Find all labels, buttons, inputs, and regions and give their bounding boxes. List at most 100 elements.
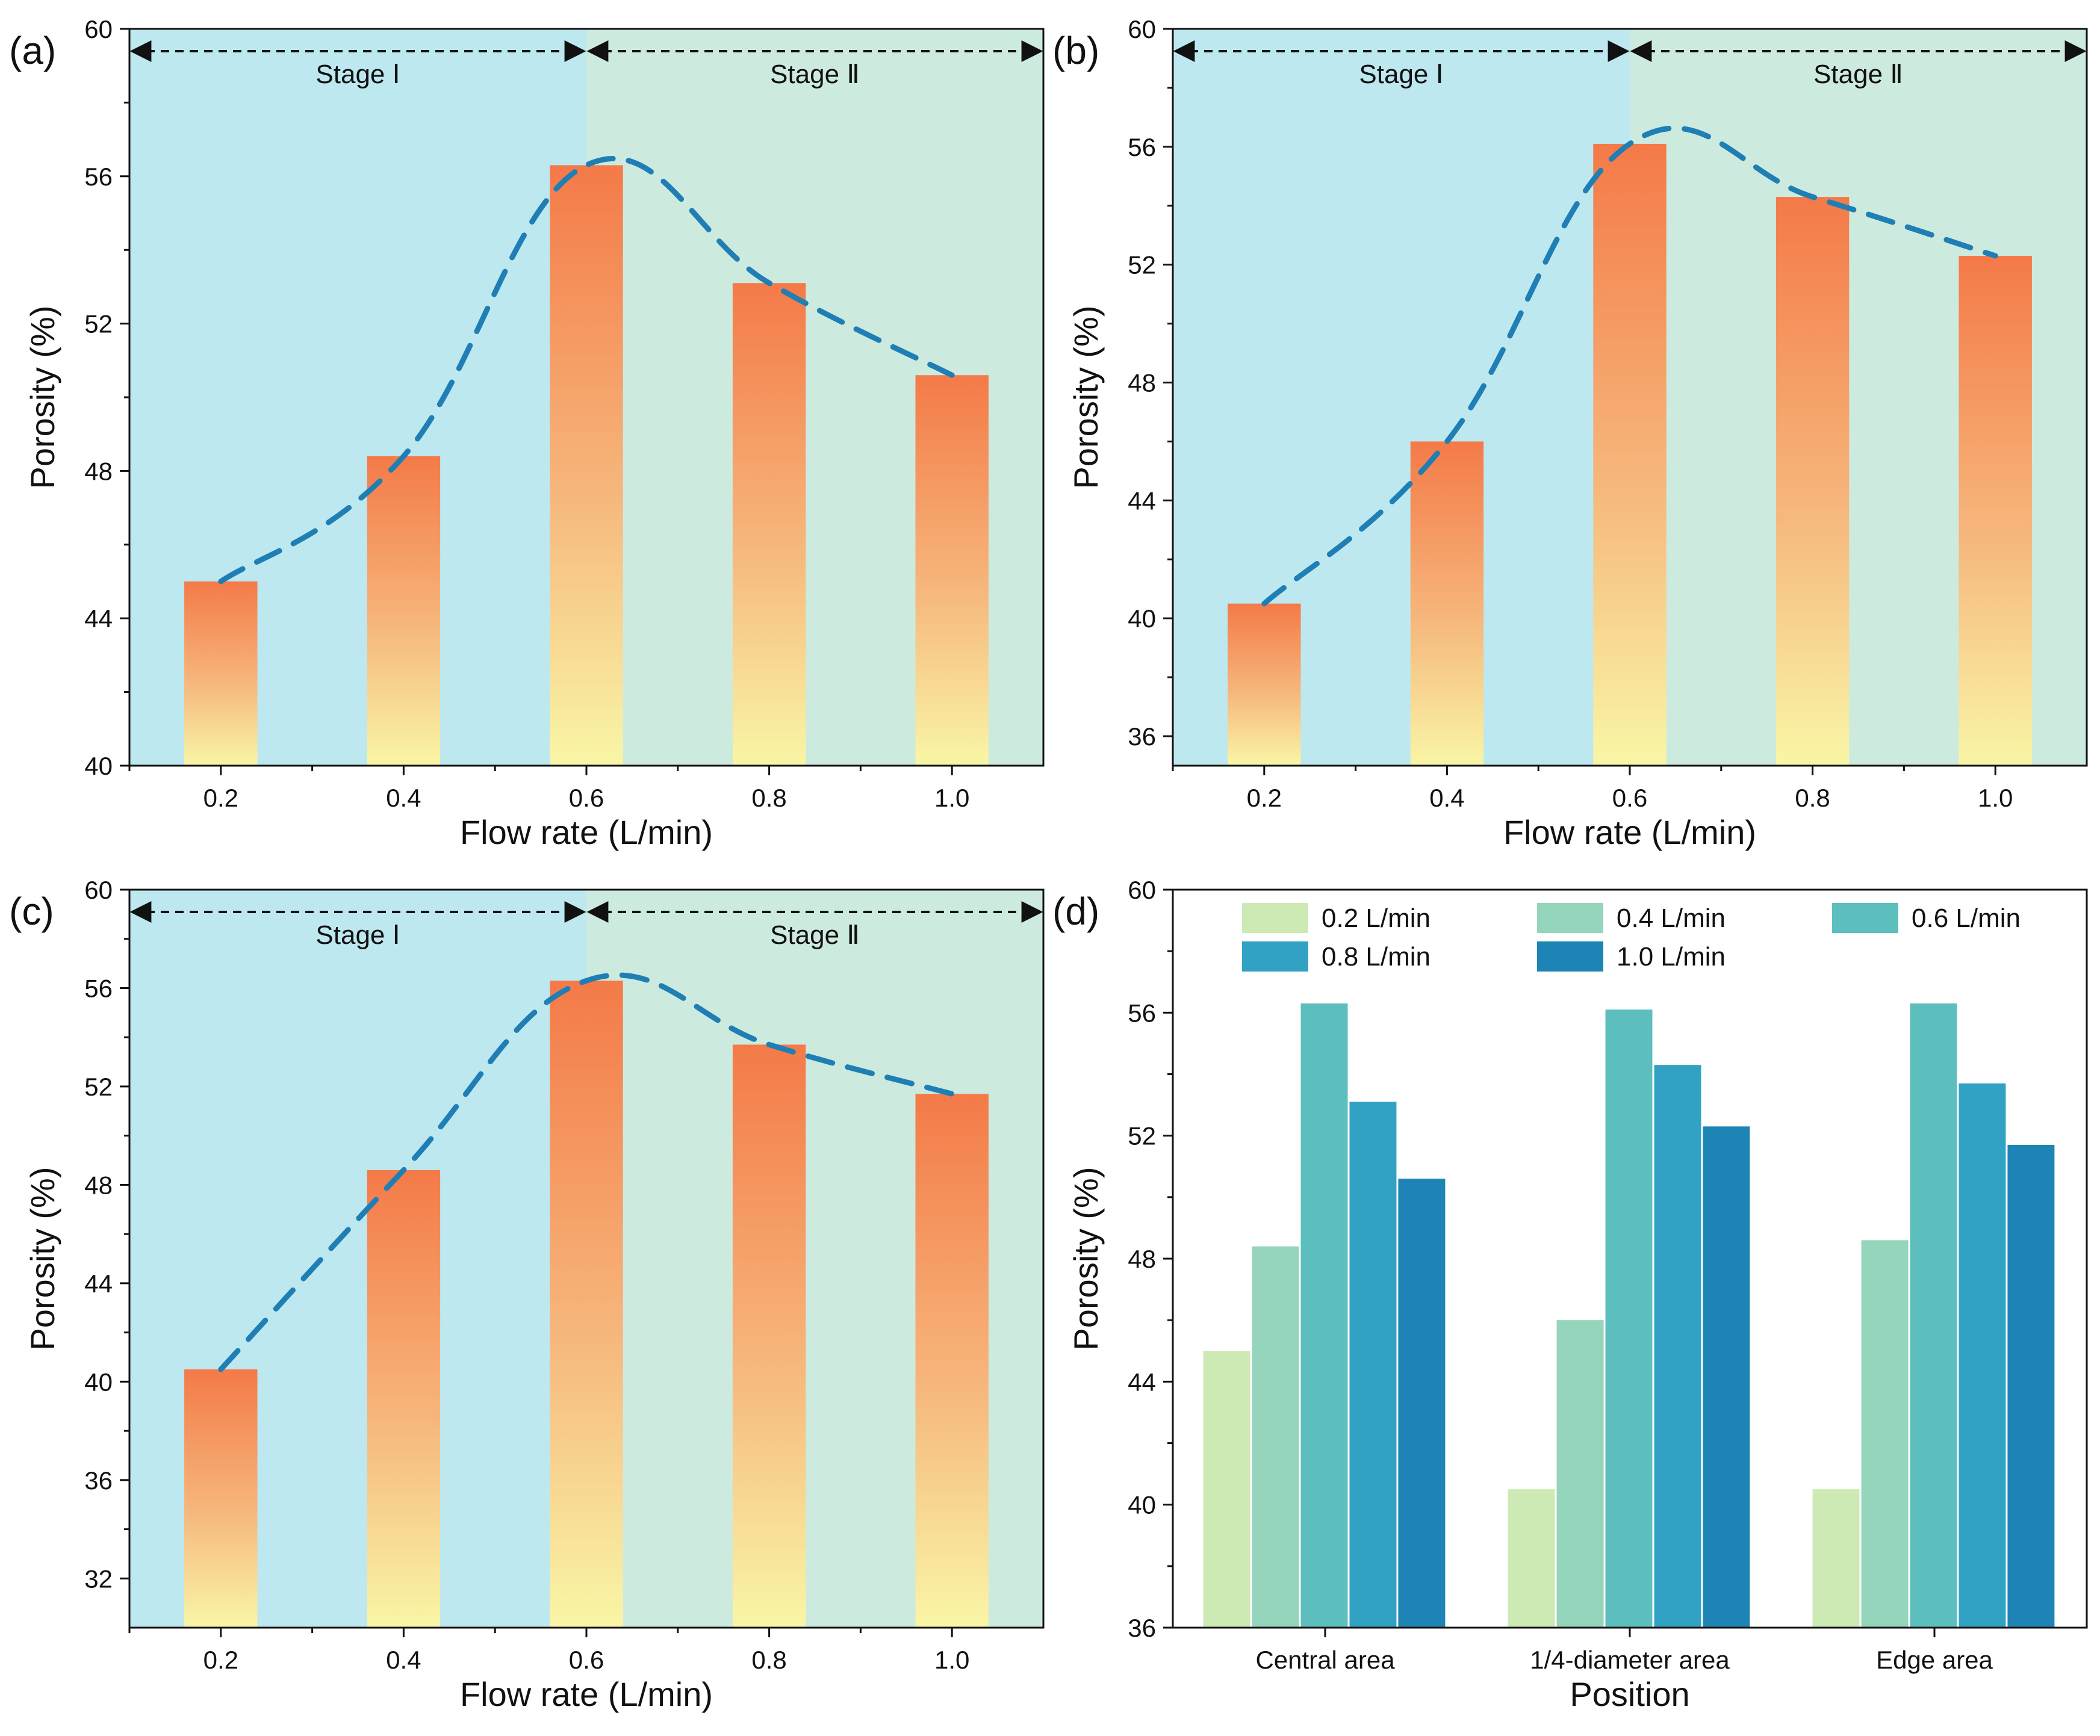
x-axis-title: Flow rate (L/min) — [460, 1675, 713, 1713]
legend-label: 0.4 L/min — [1617, 904, 1726, 933]
legend-swatch-0.2 L/min — [1242, 903, 1308, 933]
bar-Central area-1.0 L/min — [1398, 1179, 1446, 1628]
bar-1.0 — [915, 375, 989, 766]
bar-0.2 — [184, 581, 258, 766]
panel-a: Stage Ⅰ Stage Ⅱ 40 44 48 52 56 60 0.2 0.4 0.6 0.8 1.… — [9, 15, 1045, 851]
x-axis-title: Flow rate (L/min) — [1503, 813, 1756, 851]
x-tick-label: 0.8 — [751, 784, 786, 812]
bar-0.8 — [732, 283, 806, 766]
x-tick-label: Edge area — [1876, 1646, 1993, 1674]
y-axis-title: Porosity (%) — [23, 306, 61, 489]
legend-label: 1.0 L/min — [1617, 942, 1726, 972]
bar-0.6 — [1593, 143, 1667, 766]
panel-b: Stage Ⅰ Stage Ⅱ 36 40 44 48 52 56 60 0.2 0.4 0.6 0.8… — [1052, 15, 2088, 851]
bar-1.0 — [1959, 255, 2032, 766]
x-tick-label: 0.8 — [1795, 784, 1830, 812]
stage-1-label: Stage Ⅰ — [315, 920, 400, 950]
bar-0.6 — [550, 165, 623, 766]
y-tick-label: 48 — [84, 1171, 113, 1199]
stage-2-label: Stage Ⅱ — [770, 920, 860, 950]
trend-line — [218, 972, 955, 1372]
y-tick-label: 36 — [1128, 722, 1156, 751]
stage-2-label: Stage Ⅱ — [770, 60, 860, 89]
y-tick-label: 44 — [1128, 1368, 1156, 1396]
x-tick-label: 1.0 — [934, 784, 969, 812]
x-tick-label: 0.2 — [203, 784, 238, 812]
legend-swatch-0.4 L/min — [1537, 903, 1603, 933]
y-tick-label: 36 — [84, 1466, 113, 1495]
bar-0.2 — [184, 1369, 258, 1628]
bar-1/4-diameter area-0.2 L/min — [1508, 1489, 1555, 1628]
y-axis-title: Porosity (%) — [1067, 306, 1105, 489]
y-tick-label: 60 — [1128, 876, 1156, 904]
bar-1/4-diameter area-0.8 L/min — [1654, 1065, 1701, 1628]
x-tick-label: 0.2 — [1247, 784, 1282, 812]
panel-label: (a) — [9, 29, 56, 72]
y-tick-label: 52 — [1128, 251, 1156, 279]
y-tick-label: 56 — [1128, 133, 1156, 161]
bar-0.4 — [367, 1170, 441, 1628]
panel-label: (c) — [9, 890, 54, 933]
bar-1/4-diameter area-0.4 L/min — [1556, 1320, 1604, 1628]
bar-0.4 — [367, 456, 441, 766]
x-tick-label: 0.4 — [1429, 784, 1464, 812]
y-tick-label: 48 — [84, 457, 113, 485]
panel-d: Central area 1/4-diameter area Edge area 36… — [1052, 876, 2088, 1713]
y-tick-label: 48 — [1128, 369, 1156, 397]
legend-label: 0.6 L/min — [1912, 904, 2021, 933]
legend-swatch-1.0 L/min — [1537, 941, 1603, 972]
bar-Edge area-0.2 L/min — [1812, 1489, 1860, 1628]
y-tick-label: 56 — [1128, 999, 1156, 1027]
bar-0.8 — [732, 1044, 806, 1628]
y-tick-label: 56 — [84, 163, 113, 191]
bar-1/4-diameter area-0.6 L/min — [1605, 1009, 1653, 1628]
legend-swatch-0.8 L/min — [1242, 941, 1308, 972]
y-tick-label: 60 — [84, 15, 113, 43]
bar-Central area-0.2 L/min — [1203, 1351, 1250, 1628]
y-tick-label: 44 — [84, 1269, 113, 1298]
bar-Central area-0.8 L/min — [1349, 1102, 1397, 1628]
bar-1/4-diameter area-1.0 L/min — [1703, 1126, 1750, 1628]
bar-Central area-0.4 L/min — [1252, 1246, 1299, 1628]
x-tick-label: 0.6 — [569, 784, 604, 812]
x-tick-label: 0.6 — [569, 1646, 604, 1674]
x-axis-title: Flow rate (L/min) — [460, 813, 713, 851]
y-tick-label: 44 — [84, 604, 113, 633]
x-tick-label: Central area — [1255, 1646, 1395, 1674]
panel-label: (b) — [1052, 29, 1099, 72]
bar-Edge area-1.0 L/min — [2007, 1144, 2055, 1628]
bar-1.0 — [915, 1094, 989, 1628]
bar-0.2 — [1228, 603, 1301, 766]
legend-label: 0.2 L/min — [1322, 904, 1431, 933]
y-tick-label: 52 — [84, 1073, 113, 1101]
y-axis-title: Porosity (%) — [23, 1167, 61, 1351]
y-tick-label: 52 — [1128, 1122, 1156, 1150]
y-tick-label: 40 — [1128, 604, 1156, 633]
trend-line — [1261, 125, 1998, 607]
stage-1-label: Stage Ⅰ — [1359, 60, 1443, 89]
y-tick-label: 48 — [1128, 1245, 1156, 1273]
panel-label: (d) — [1052, 890, 1099, 933]
y-tick-label: 60 — [1128, 15, 1156, 43]
bar-Edge area-0.6 L/min — [1910, 1003, 1957, 1628]
x-tick-label: 0.4 — [386, 784, 421, 812]
x-tick-label: 0.6 — [1612, 784, 1647, 812]
y-tick-label: 60 — [84, 876, 113, 904]
legend-swatch-0.6 L/min — [1832, 903, 1898, 933]
x-tick-label: 1/4-diameter area — [1530, 1646, 1730, 1674]
x-tick-label: 1.0 — [934, 1646, 969, 1674]
y-axis-title: Porosity (%) — [1067, 1167, 1105, 1351]
y-tick-label: 44 — [1128, 486, 1156, 515]
bar-Central area-0.6 L/min — [1300, 1003, 1348, 1628]
bar-0.6 — [550, 981, 623, 1628]
x-tick-label: 1.0 — [1978, 784, 2013, 812]
y-tick-label: 40 — [84, 1368, 113, 1396]
stage-1-label: Stage Ⅰ — [315, 60, 400, 89]
bar-Edge area-0.4 L/min — [1861, 1240, 1909, 1628]
x-tick-label: 0.2 — [203, 1646, 238, 1674]
legend-label: 0.8 L/min — [1322, 942, 1431, 972]
y-tick-label: 52 — [84, 310, 113, 338]
y-tick-label: 40 — [1128, 1491, 1156, 1519]
y-tick-label: 32 — [84, 1564, 113, 1593]
